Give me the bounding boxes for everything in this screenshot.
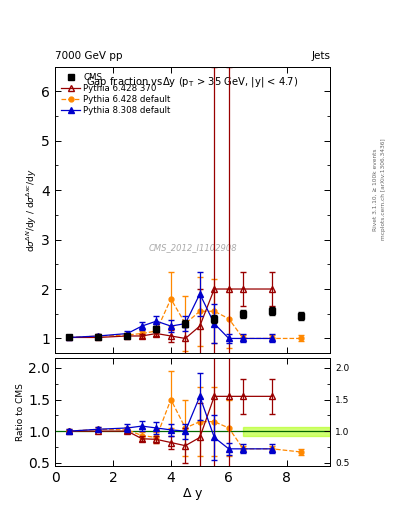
Bar	[243, 426, 330, 436]
Y-axis label: $\mathrm{d}\sigma^{\Delta N}/\mathrm{d}y\ /\ \mathrm{d}\sigma^{\Delta xc}/\mathr: $\mathrm{d}\sigma^{\Delta N}/\mathrm{d}y…	[24, 168, 39, 252]
Y-axis label: Ratio to CMS: Ratio to CMS	[17, 383, 26, 441]
Text: Jets: Jets	[311, 51, 330, 61]
Text: 7000 GeV pp: 7000 GeV pp	[55, 51, 123, 61]
Legend: CMS, Pythia 6.428 370, Pythia 6.428 default, Pythia 8.308 default: CMS, Pythia 6.428 370, Pythia 6.428 defa…	[59, 71, 173, 117]
Text: CMS_2012_I1102908: CMS_2012_I1102908	[148, 243, 237, 252]
Text: mcplots.cern.ch [arXiv:1306.3436]: mcplots.cern.ch [arXiv:1306.3436]	[381, 139, 386, 240]
X-axis label: $\Delta$ y: $\Delta$ y	[182, 486, 203, 502]
Text: Gap fraction vs$\Delta$y ($\mathrm{p_T}$ > 35 GeV, |y| < 4.7): Gap fraction vs$\Delta$y ($\mathrm{p_T}$…	[86, 75, 299, 89]
Text: Rivet 3.1.10, ≥ 100k events: Rivet 3.1.10, ≥ 100k events	[373, 148, 378, 231]
